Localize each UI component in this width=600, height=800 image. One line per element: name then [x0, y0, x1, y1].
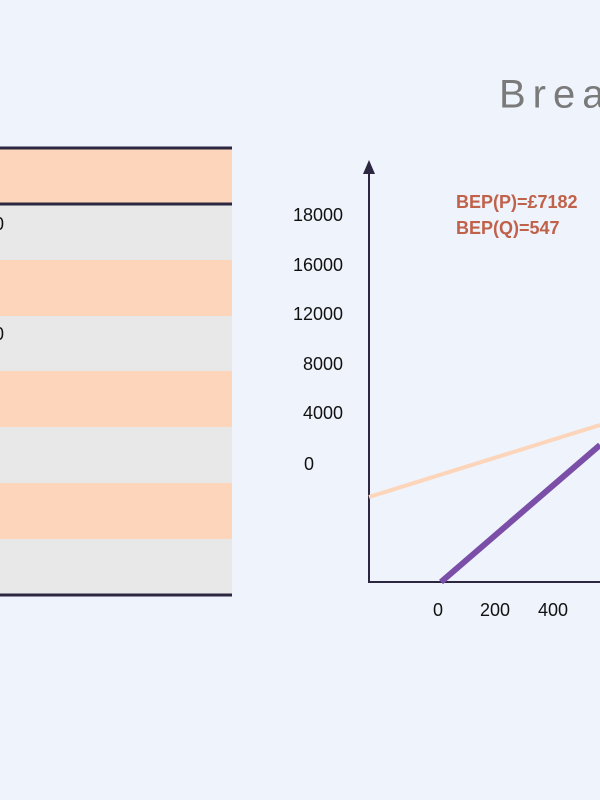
row [0, 427, 232, 483]
row [0, 205, 232, 260]
x-labels: 0 200 400 [433, 600, 568, 620]
x-label: 200 [480, 600, 510, 620]
row [0, 371, 232, 427]
y-label: 8000 [303, 354, 343, 374]
annotation: BEP(Q)=547 [456, 218, 560, 238]
slide-title: Brea [499, 73, 600, 117]
axis-arrow [363, 160, 375, 174]
fixed-cost-line [368, 423, 600, 499]
y-label: 12000 [293, 304, 343, 324]
annotation: BEP(P)=£7182 [456, 192, 578, 212]
row [0, 260, 232, 316]
y-label: 18000 [293, 205, 343, 225]
y-label: 16000 [293, 255, 343, 275]
x-label: 0 [433, 600, 443, 620]
revenue-line [439, 442, 600, 585]
row [0, 316, 232, 371]
table-cell: 0 [0, 214, 4, 234]
chart: BEP(P)=£7182 BEP(Q)=547 18000 16000 12000 8… [293, 160, 600, 620]
row [0, 483, 232, 539]
y-label: 0 [304, 454, 314, 474]
table: 0 0 [0, 146, 232, 597]
y-labels: 18000 16000 12000 8000 4000 0 [293, 205, 343, 474]
y-label: 4000 [303, 403, 343, 423]
header-row [0, 149, 232, 203]
x-label: 400 [538, 600, 568, 620]
table-cell: 0 [0, 324, 4, 344]
row [0, 539, 232, 594]
